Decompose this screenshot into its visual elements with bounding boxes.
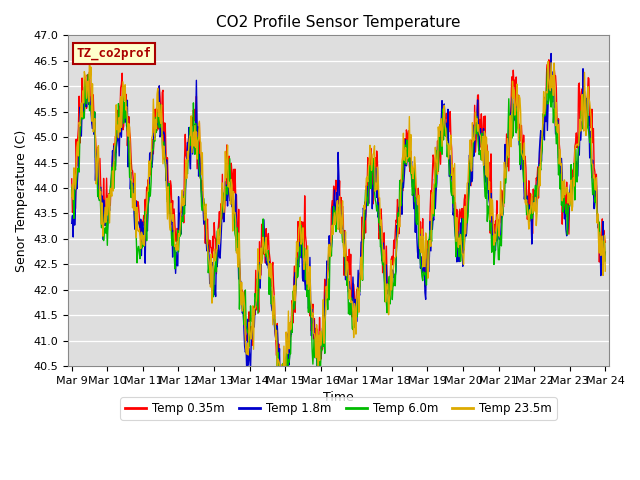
- Legend: Temp 0.35m, Temp 1.8m, Temp 6.0m, Temp 23.5m: Temp 0.35m, Temp 1.8m, Temp 6.0m, Temp 2…: [120, 397, 557, 420]
- X-axis label: Time: Time: [323, 391, 354, 404]
- Text: TZ_co2prof: TZ_co2prof: [76, 47, 151, 60]
- Title: CO2 Profile Sensor Temperature: CO2 Profile Sensor Temperature: [216, 15, 461, 30]
- Y-axis label: Senor Temperature (C): Senor Temperature (C): [15, 130, 28, 272]
